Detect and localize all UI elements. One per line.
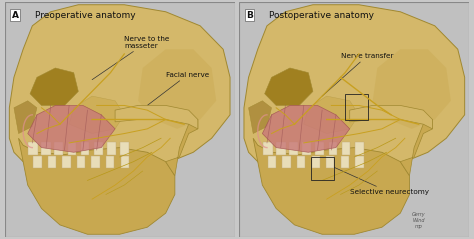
Bar xyxy=(302,142,311,155)
Bar xyxy=(77,156,85,168)
Bar xyxy=(106,156,114,168)
Bar xyxy=(328,142,337,155)
Bar xyxy=(311,156,320,168)
Text: Facial nerve: Facial nerve xyxy=(147,72,209,105)
Bar xyxy=(268,156,276,168)
Text: Nerve transfer: Nerve transfer xyxy=(322,53,393,96)
Polygon shape xyxy=(27,105,115,152)
Bar xyxy=(297,156,305,168)
Bar xyxy=(289,142,298,155)
Polygon shape xyxy=(30,68,78,105)
Bar xyxy=(283,156,291,168)
Bar xyxy=(28,142,38,155)
Bar xyxy=(91,156,100,168)
Bar xyxy=(120,156,129,168)
Bar xyxy=(355,142,364,155)
Bar xyxy=(81,142,90,155)
Bar xyxy=(276,142,286,155)
Bar xyxy=(41,142,52,155)
Polygon shape xyxy=(253,138,410,234)
Bar xyxy=(315,142,324,155)
Polygon shape xyxy=(400,120,432,176)
Polygon shape xyxy=(244,5,465,190)
Text: Selective neurectomy: Selective neurectomy xyxy=(327,164,428,195)
Text: A: A xyxy=(12,11,18,20)
Text: Gerry
Wind
mp: Gerry Wind mp xyxy=(412,212,426,228)
Bar xyxy=(326,156,334,168)
Polygon shape xyxy=(165,120,198,176)
Bar xyxy=(94,142,102,155)
Bar xyxy=(68,142,76,155)
Bar xyxy=(345,94,368,120)
Text: B: B xyxy=(246,11,253,20)
Bar xyxy=(342,142,350,155)
Bar xyxy=(33,156,42,168)
Polygon shape xyxy=(69,96,124,134)
Text: Nerve to the
masseter: Nerve to the masseter xyxy=(92,36,170,80)
Bar xyxy=(120,142,129,155)
Polygon shape xyxy=(9,5,230,190)
Bar xyxy=(63,156,71,168)
Bar xyxy=(55,142,63,155)
Text: Postoperative anatomy: Postoperative anatomy xyxy=(269,11,374,20)
Polygon shape xyxy=(264,68,313,105)
Bar xyxy=(48,156,56,168)
Bar xyxy=(263,142,273,155)
Bar xyxy=(355,156,364,168)
Bar xyxy=(107,142,116,155)
Bar xyxy=(310,157,334,180)
Polygon shape xyxy=(18,138,175,234)
Bar xyxy=(341,156,349,168)
Polygon shape xyxy=(115,105,198,129)
Polygon shape xyxy=(373,49,451,129)
Polygon shape xyxy=(350,105,432,129)
Polygon shape xyxy=(14,101,37,134)
Polygon shape xyxy=(248,101,272,134)
Polygon shape xyxy=(262,105,350,152)
Polygon shape xyxy=(138,49,216,129)
Text: Preoperative anatomy: Preoperative anatomy xyxy=(35,11,135,20)
Polygon shape xyxy=(304,96,359,134)
